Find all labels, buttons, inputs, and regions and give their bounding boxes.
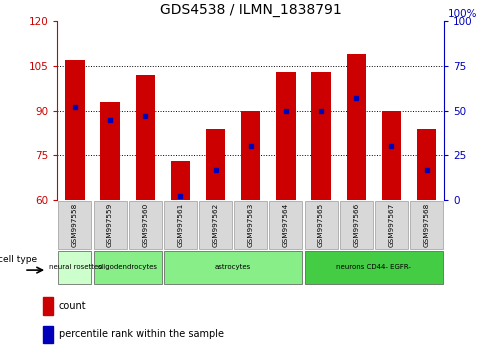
FancyBboxPatch shape xyxy=(304,251,443,284)
Text: GSM997564: GSM997564 xyxy=(283,202,289,247)
Bar xyxy=(43,326,53,343)
Text: neural rosettes: neural rosettes xyxy=(48,264,101,270)
Bar xyxy=(206,129,225,200)
FancyBboxPatch shape xyxy=(304,200,338,249)
Bar xyxy=(346,54,366,200)
Title: GDS4538 / ILMN_1838791: GDS4538 / ILMN_1838791 xyxy=(160,4,342,17)
FancyBboxPatch shape xyxy=(94,251,162,284)
Text: GSM997558: GSM997558 xyxy=(72,202,78,247)
Bar xyxy=(65,60,85,200)
FancyBboxPatch shape xyxy=(269,200,302,249)
Text: GSM997565: GSM997565 xyxy=(318,202,324,247)
FancyBboxPatch shape xyxy=(410,200,443,249)
Bar xyxy=(276,72,295,200)
Text: GSM997568: GSM997568 xyxy=(424,202,430,247)
Text: GSM997559: GSM997559 xyxy=(107,202,113,247)
FancyBboxPatch shape xyxy=(340,200,373,249)
Bar xyxy=(100,102,120,200)
Text: GSM997567: GSM997567 xyxy=(388,202,394,247)
Text: GSM997566: GSM997566 xyxy=(353,202,359,247)
Text: GSM997560: GSM997560 xyxy=(142,202,148,247)
Text: neurons CD44- EGFR-: neurons CD44- EGFR- xyxy=(336,264,411,270)
Text: percentile rank within the sample: percentile rank within the sample xyxy=(59,329,224,339)
Text: cell type: cell type xyxy=(0,255,37,264)
FancyBboxPatch shape xyxy=(199,200,232,249)
Bar xyxy=(43,297,53,315)
FancyBboxPatch shape xyxy=(164,251,302,284)
Bar xyxy=(241,110,260,200)
FancyBboxPatch shape xyxy=(375,200,408,249)
Bar xyxy=(382,110,401,200)
FancyBboxPatch shape xyxy=(94,200,127,249)
Text: count: count xyxy=(59,301,86,311)
Bar xyxy=(417,129,436,200)
Text: oligodendrocytes: oligodendrocytes xyxy=(98,264,158,270)
FancyBboxPatch shape xyxy=(234,200,267,249)
FancyBboxPatch shape xyxy=(58,200,91,249)
Text: GSM997561: GSM997561 xyxy=(178,202,184,247)
FancyBboxPatch shape xyxy=(58,251,91,284)
Text: GSM997562: GSM997562 xyxy=(213,202,219,247)
Text: 100%: 100% xyxy=(448,10,477,19)
FancyBboxPatch shape xyxy=(129,200,162,249)
Text: GSM997563: GSM997563 xyxy=(248,202,254,247)
FancyBboxPatch shape xyxy=(164,200,197,249)
Text: astrocytes: astrocytes xyxy=(215,264,251,270)
Bar xyxy=(311,72,331,200)
Bar xyxy=(171,161,190,200)
Bar xyxy=(136,75,155,200)
